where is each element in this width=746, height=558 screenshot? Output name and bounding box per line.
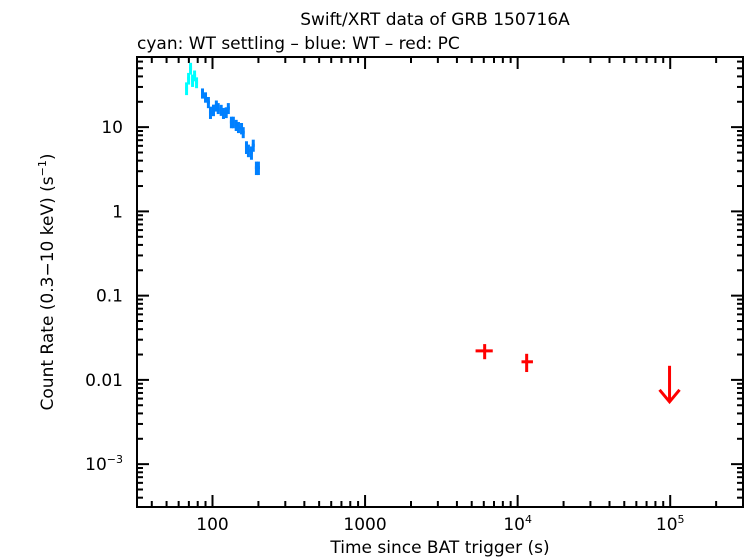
y-tick-label: 10 (101, 118, 123, 138)
y-tick-label: 10−3 (85, 453, 123, 475)
data-point (201, 88, 205, 99)
data-point (256, 161, 260, 176)
chart-subtitle: cyan: WT settling – blue: WT – red: PC (137, 34, 460, 54)
data-point (231, 116, 235, 129)
data-point (241, 127, 245, 139)
x-tick-label: 100 (196, 515, 228, 535)
y-tick-label: 0.1 (96, 287, 123, 307)
data-point (211, 104, 215, 117)
data-point (236, 122, 240, 134)
x-tick-label: 104 (503, 513, 532, 535)
arrow-head (658, 388, 681, 405)
chart-title: Swift/XRT data of GRB 150716A (300, 10, 570, 30)
data-point (208, 106, 212, 119)
data-point (193, 70, 197, 82)
x-axis-label: Time since BAT trigger (s) (329, 538, 549, 558)
y-tick-label: 0.01 (85, 371, 123, 391)
upper-limit-arrow (658, 365, 681, 405)
data-point (216, 103, 220, 115)
data-point (251, 139, 255, 152)
data-point (226, 103, 230, 115)
plot-frame (136, 56, 744, 508)
data-point (189, 62, 193, 75)
x-tick-label: 105 (656, 513, 685, 535)
data-point (475, 344, 493, 360)
y-axis-label: Count Rate (0.3−10 keV) (s−1) (36, 154, 58, 411)
x-tick-label: 1000 (343, 515, 386, 535)
y-tick-label: 1 (112, 202, 123, 222)
data-point (206, 96, 210, 109)
data-point (221, 107, 225, 119)
data-point (521, 353, 533, 373)
data-point (185, 82, 189, 96)
data-point (204, 92, 208, 103)
data-point (195, 77, 199, 89)
data-point (249, 146, 253, 160)
data-point (246, 144, 250, 158)
data-point (187, 72, 191, 85)
